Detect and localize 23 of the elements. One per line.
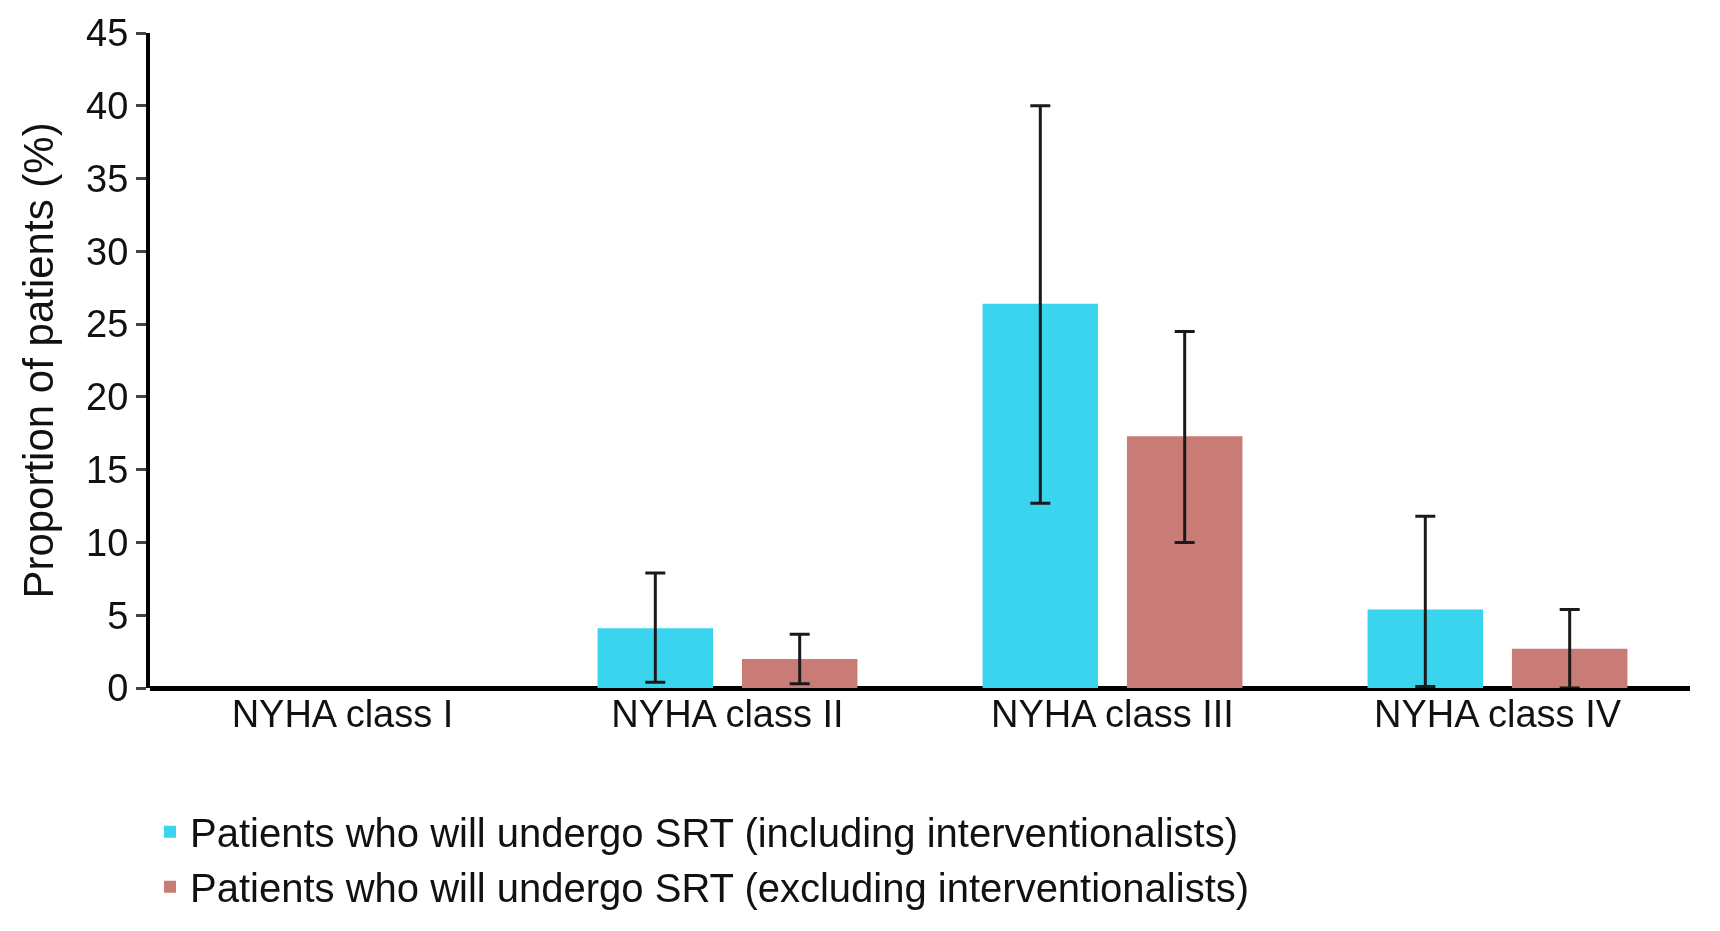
bar [1367,609,1484,688]
y-tick-label: 0 [107,667,129,710]
x-tick-label: NYHA class I [231,693,454,735]
bar [597,628,714,688]
y-tick-label: 40 [86,85,129,128]
y-tick-label: 20 [86,376,129,419]
y-tick-label: 10 [86,521,129,564]
legend-label: Patients who will undergo SRT (including interventionalists) [190,811,1238,856]
y-tick-label: 15 [86,448,129,491]
bar [741,658,858,688]
y-tick-label: 35 [86,157,129,200]
bar [1511,648,1628,688]
y-tick-label: 45 [86,12,129,55]
x-tick-label: NYHA class IV [1373,693,1622,735]
y-tick-label: 5 [107,594,129,637]
x-tick-label: NYHA class III [991,693,1234,735]
x-tick-label: NYHA class II [611,693,844,735]
bar [1126,436,1243,688]
y-axis-title: Proportion of patients (%) [15,122,62,599]
y-tick-label: 30 [86,230,129,273]
legend-label: Patients who will undergo SRT (excluding interventionalists) [190,866,1250,911]
bar [982,303,1099,688]
y-tick-label: 25 [86,303,129,346]
